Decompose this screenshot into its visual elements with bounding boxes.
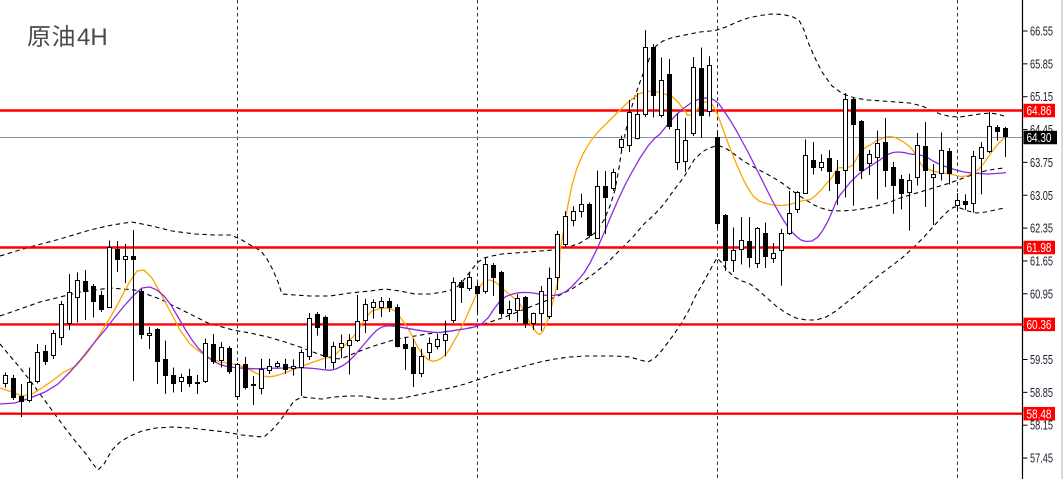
- svg-text:60.95: 60.95: [1030, 286, 1053, 301]
- svg-text:58.15: 58.15: [1030, 418, 1053, 433]
- svg-text:65.15: 65.15: [1030, 89, 1053, 104]
- svg-text:62.35: 62.35: [1030, 221, 1053, 236]
- svg-text:64.30: 64.30: [1027, 130, 1052, 145]
- svg-text:66.55: 66.55: [1030, 24, 1053, 39]
- svg-text:61.98: 61.98: [1027, 240, 1052, 255]
- svg-text:63.75: 63.75: [1030, 155, 1053, 170]
- svg-text:64.86: 64.86: [1027, 103, 1052, 118]
- svg-text:61.65: 61.65: [1030, 253, 1053, 268]
- svg-text:59.55: 59.55: [1030, 352, 1053, 367]
- svg-text:58.85: 58.85: [1030, 385, 1053, 400]
- svg-text:65.85: 65.85: [1030, 56, 1053, 71]
- svg-text:57.45: 57.45: [1030, 451, 1053, 466]
- svg-text:60.36: 60.36: [1027, 317, 1052, 332]
- svg-text:63.05: 63.05: [1030, 188, 1053, 203]
- svg-text:4H: 4H: [77, 24, 108, 51]
- svg-text:58.48: 58.48: [1027, 406, 1052, 421]
